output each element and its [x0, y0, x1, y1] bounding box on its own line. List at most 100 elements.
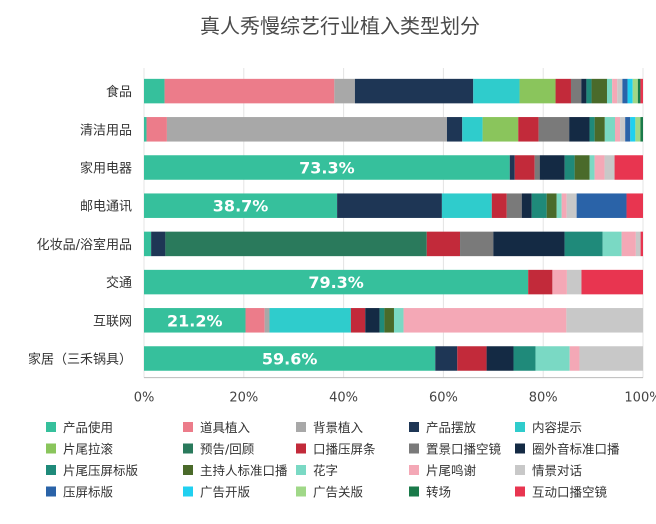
bar-segment — [403, 308, 567, 333]
legend-swatch — [183, 422, 193, 432]
bar-segment — [334, 78, 355, 104]
bar-segment — [617, 78, 623, 104]
legend-swatch — [515, 443, 525, 454]
legend-swatch — [409, 443, 419, 454]
legend-label: 转场 — [426, 485, 451, 500]
bar-segment — [570, 78, 582, 104]
bar-segment — [621, 231, 636, 257]
legend-swatch — [296, 443, 306, 454]
bar-segment — [365, 308, 380, 333]
bar-value-label: 38.7% — [213, 197, 269, 216]
bar-segment — [354, 78, 474, 104]
bar-segment — [144, 231, 152, 257]
legend-item: 背景植入 — [296, 420, 364, 435]
bar-segment — [630, 117, 636, 142]
bar-segment — [435, 346, 458, 371]
bar-segment — [531, 193, 547, 218]
category-label: 交通 — [106, 275, 132, 291]
bar-segment — [564, 231, 603, 257]
bar-segment — [146, 117, 167, 142]
category-label: 互联网 — [93, 314, 132, 329]
bar-value-label: 73.3% — [299, 159, 355, 178]
legend-swatch — [296, 486, 306, 497]
legend-swatch — [46, 422, 56, 432]
legend-swatch — [409, 465, 419, 475]
bar-segment — [144, 346, 436, 371]
bar-segment — [264, 308, 270, 333]
bar-segment — [614, 117, 621, 142]
bar-segment — [564, 155, 575, 180]
x-tick-label: 20% — [229, 391, 258, 406]
chart-title: 真人秀慢综艺行业植入类型划分 — [200, 14, 480, 38]
legend-item: 转场 — [409, 485, 451, 500]
legend-label: 片尾拉滚 — [63, 442, 114, 457]
bar-segment — [622, 78, 628, 104]
bar-segment — [486, 346, 514, 371]
bar-segment — [566, 308, 643, 333]
bar-segment — [640, 117, 643, 142]
bar-segment — [518, 117, 539, 142]
bar-labels: 73.3% 38.7% 79.3% 21.2% 59.6% — [167, 159, 364, 369]
bar-segment — [539, 155, 565, 180]
legend-label: 圈外音标准口播 — [532, 442, 620, 457]
bar-segment — [491, 193, 507, 218]
bar-segment — [493, 231, 565, 257]
bar-segment — [632, 78, 638, 104]
bar-segment — [384, 308, 394, 333]
bar-segment — [534, 155, 540, 180]
bar-segment — [635, 117, 641, 142]
bar-segment — [144, 308, 246, 333]
legend-item: 道具植入 — [183, 420, 251, 435]
bar-segment — [166, 117, 447, 142]
legend-label: 产品摆放 — [426, 420, 477, 435]
legend-swatch — [409, 486, 419, 497]
legend-label: 片尾鸣谢 — [426, 463, 476, 478]
bar-segment — [579, 346, 643, 371]
legend-label: 道具植入 — [200, 420, 251, 435]
legend-item: 情景对话 — [515, 463, 582, 478]
legend-item: 片尾压屏标版 — [46, 463, 139, 478]
bar-segment — [589, 117, 595, 142]
legend-swatch — [183, 443, 193, 454]
bar-segment — [426, 231, 461, 257]
bar-segment — [581, 78, 587, 104]
bar-segment — [640, 231, 643, 257]
bar-segment — [509, 155, 515, 180]
bar-segment — [637, 78, 641, 104]
legend-label: 置景口播空镜 — [426, 442, 502, 457]
bar-segment — [535, 346, 570, 371]
legend-label: 背景植入 — [313, 420, 364, 435]
legend-label: 情景对话 — [532, 463, 582, 478]
bar-segment — [462, 117, 483, 142]
bar-segment — [379, 308, 385, 333]
legend-item: 压屏标版 — [46, 485, 114, 500]
bar-segment — [151, 231, 166, 257]
legend-label: 压屏标版 — [63, 485, 114, 500]
bar-segment — [576, 193, 627, 218]
bar-value-label: 59.6% — [262, 350, 318, 369]
legend-item: 产品摆放 — [409, 420, 477, 435]
legend-label: 主持人标准口播 — [200, 463, 288, 478]
bar-segment — [566, 269, 582, 295]
bar-segment — [337, 193, 442, 218]
bar-segment — [566, 193, 577, 218]
legend-item: 置景口播空镜 — [409, 442, 502, 457]
category-label: 邮电通讯 — [80, 200, 132, 215]
legend-item: 产品使用 — [46, 420, 113, 435]
category-label: 清洁用品 — [80, 123, 132, 138]
bars — [144, 78, 643, 371]
legend-swatch — [296, 465, 306, 475]
bar-segment — [350, 308, 366, 333]
bar-segment — [514, 155, 535, 180]
bar-segment — [556, 193, 562, 218]
bar-segment — [546, 193, 557, 218]
category-label: 家居（三禾锅具） — [28, 352, 132, 368]
bar-segment — [640, 78, 643, 104]
x-tick-label: 60% — [429, 391, 458, 406]
legend-label: 口播压屏条 — [313, 442, 376, 457]
x-tick-label: 40% — [329, 391, 358, 406]
legend-label: 花字 — [313, 463, 338, 478]
